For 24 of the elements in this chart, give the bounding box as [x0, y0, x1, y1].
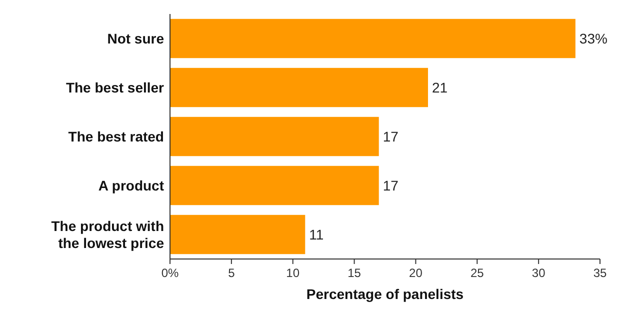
bar	[170, 166, 379, 206]
x-tick-label: 30	[532, 266, 546, 280]
x-tick-label: 5	[228, 266, 236, 280]
y-tick-label: The product with the lowest price	[51, 218, 164, 251]
y-tick-label: The best rated	[68, 128, 164, 144]
bar	[170, 214, 306, 254]
data-label: 21	[432, 79, 448, 96]
data-label: 11	[309, 226, 324, 242]
x-tick-label: 25	[470, 266, 484, 280]
y-tick-label: Not sure	[107, 30, 164, 46]
x-tick-label: 0%	[161, 266, 179, 280]
y-tick-label: The best seller	[66, 79, 165, 96]
data-label: 33%	[579, 30, 608, 46]
x-tick-label: 35	[593, 266, 607, 280]
data-label: 17	[382, 177, 399, 194]
x-tick-label: 15	[348, 266, 362, 280]
x-tick-label: 20	[409, 266, 423, 280]
bar	[170, 18, 576, 58]
bar	[170, 68, 428, 108]
y-tick-label: A product	[98, 177, 164, 194]
x-axis-title: Percentage of panelists	[306, 286, 464, 302]
data-label: 17	[382, 128, 399, 144]
bar	[170, 116, 379, 156]
x-tick-label: 10	[286, 266, 300, 280]
